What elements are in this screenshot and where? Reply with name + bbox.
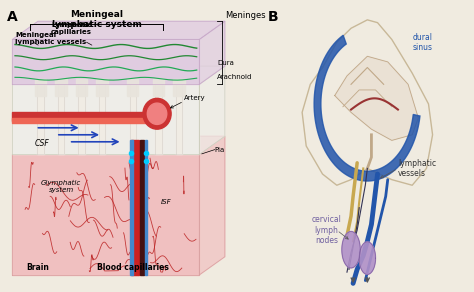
Text: Meninges: Meninges	[225, 11, 265, 20]
Polygon shape	[359, 242, 375, 274]
Polygon shape	[199, 66, 225, 154]
Polygon shape	[78, 84, 85, 154]
Polygon shape	[302, 20, 433, 185]
Text: cervical
lymph
nodes: cervical lymph nodes	[311, 215, 342, 245]
Text: Glymphatic
system: Glymphatic system	[41, 180, 81, 193]
Polygon shape	[12, 118, 146, 123]
Text: Meningeal
lymphatic system: Meningeal lymphatic system	[52, 10, 142, 29]
Polygon shape	[12, 84, 199, 154]
Polygon shape	[199, 136, 225, 275]
Polygon shape	[155, 84, 162, 154]
Polygon shape	[58, 84, 64, 154]
Polygon shape	[12, 21, 225, 39]
Polygon shape	[55, 79, 67, 95]
Polygon shape	[140, 140, 144, 275]
Text: Dura: Dura	[217, 60, 234, 66]
Text: Arachnoid: Arachnoid	[217, 74, 253, 80]
Polygon shape	[314, 35, 420, 181]
Polygon shape	[127, 79, 138, 95]
Polygon shape	[145, 140, 147, 275]
Polygon shape	[99, 84, 105, 154]
Polygon shape	[12, 136, 225, 154]
Polygon shape	[153, 79, 164, 95]
Text: Blood capillaries: Blood capillaries	[97, 263, 169, 272]
Polygon shape	[199, 21, 225, 84]
Polygon shape	[96, 79, 108, 95]
Polygon shape	[12, 39, 199, 84]
Text: CSF: CSF	[34, 139, 49, 148]
Circle shape	[147, 103, 167, 124]
Polygon shape	[175, 84, 182, 154]
Text: B: B	[267, 10, 278, 24]
Polygon shape	[130, 140, 133, 275]
Polygon shape	[76, 79, 87, 95]
Text: lymphatic
vessels: lymphatic vessels	[398, 159, 436, 178]
Polygon shape	[12, 154, 199, 275]
Text: Meningeal
lymphatic vessels: Meningeal lymphatic vessels	[15, 32, 86, 45]
Polygon shape	[12, 112, 146, 121]
Polygon shape	[173, 79, 184, 95]
Text: Brain: Brain	[27, 263, 49, 272]
Text: Pia: Pia	[215, 147, 225, 153]
Polygon shape	[35, 79, 46, 95]
Polygon shape	[37, 84, 44, 154]
Polygon shape	[335, 56, 418, 140]
Polygon shape	[342, 232, 360, 268]
Polygon shape	[131, 140, 139, 275]
Text: dural
sinus: dural sinus	[412, 33, 432, 52]
Circle shape	[143, 98, 171, 129]
Text: ISF: ISF	[161, 199, 172, 205]
Text: Artery: Artery	[184, 95, 206, 101]
Text: A: A	[7, 10, 18, 24]
Polygon shape	[129, 84, 136, 154]
Text: Lymphatic
capillaries: Lymphatic capillaries	[51, 22, 92, 35]
Polygon shape	[12, 66, 225, 84]
